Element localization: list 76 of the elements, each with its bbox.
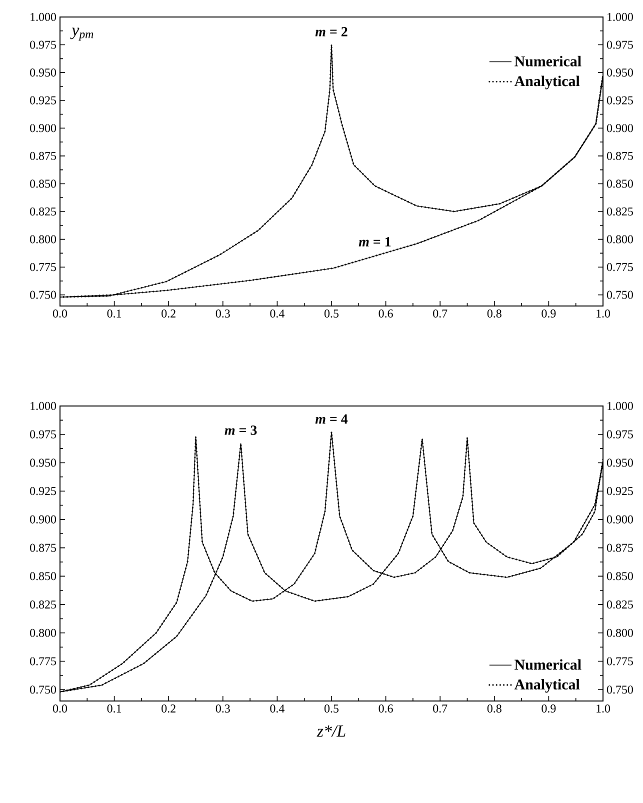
x-tick-label: 0.4 (270, 310, 284, 318)
y-tick-label: 0.900 (30, 124, 56, 132)
y2-tick-label: 0.775 (606, 657, 633, 666)
annotation: m = 4 (315, 414, 348, 424)
y2-tick-label: 0.850 (606, 180, 633, 188)
x-tick-label: 0.2 (162, 704, 176, 713)
x-tick-label: 0.6 (378, 704, 393, 713)
y-tick-label: 0.850 (30, 572, 56, 580)
x-tick-label: 0.1 (107, 310, 122, 318)
x-tick-label: 0.4 (270, 704, 284, 713)
y2-tick-label: 0.825 (606, 600, 633, 609)
y2-tick-label: 1.000 (608, 402, 633, 410)
annotation: m = 2 (315, 27, 348, 36)
y2-tick-label: 0.925 (606, 96, 633, 104)
y2-tick-label: 0.975 (606, 40, 633, 49)
y2-tick-label: 0.875 (606, 152, 633, 160)
y2-tick-label: 0.750 (606, 686, 633, 694)
y2-tick-label: 0.975 (606, 430, 633, 438)
x-tick-label: 1.0 (596, 310, 610, 318)
x-tick-label: 0.9 (542, 310, 556, 318)
y2-tick-label: 0.950 (606, 458, 633, 467)
y2-tick-label: 0.900 (606, 515, 633, 524)
y-tick-label: 0.750 (30, 686, 56, 694)
y2-tick-label: 0.925 (606, 487, 633, 496)
x-tick-label: 0.5 (324, 704, 339, 713)
y-tick-label: 0.875 (30, 544, 56, 552)
y-tick-label: 0.775 (30, 657, 56, 666)
y-tick-label: 1.000 (30, 12, 56, 22)
legend-label: Numerical (514, 659, 582, 670)
x-tick-label: 1.0 (596, 704, 610, 713)
y2-tick-label: 0.850 (606, 572, 633, 580)
annotation: m = 3 (224, 426, 257, 435)
x-tick-label: 0.6 (378, 310, 393, 318)
y2-tick-label: 0.875 (606, 544, 633, 552)
y2-tick-label: 0.800 (606, 628, 633, 637)
x-tick-label: 0.0 (52, 704, 68, 713)
y-tick-label: 0.800 (30, 235, 56, 244)
x-tick-label: 0.7 (433, 310, 448, 318)
y-tick-label: 0.950 (30, 458, 56, 467)
x-tick-label: 0.5 (324, 310, 339, 318)
y2-tick-label: 0.800 (606, 235, 633, 244)
x-tick-label: 0.8 (487, 704, 502, 713)
legend-label: Analytical (514, 679, 580, 693)
annotation: m = 1 (358, 237, 391, 246)
legend-label: Numerical (514, 56, 582, 66)
y-tick-label: 0.775 (30, 263, 56, 272)
y-tick-label: 0.875 (30, 152, 56, 160)
y-tick-label: 0.925 (30, 96, 56, 104)
y-tick-label: 0.800 (30, 628, 56, 637)
x-tick-label: 0.3 (216, 310, 230, 318)
x-tick-label: 0.0 (52, 310, 68, 318)
y2-tick-label: 0.900 (606, 124, 633, 132)
x-tick-label: 0.2 (162, 310, 176, 318)
y-tick-label: 0.950 (30, 68, 56, 77)
y-tick-label: 0.825 (30, 600, 56, 609)
x-tick-label: 0.9 (542, 704, 556, 713)
y-axis-title: y$_{pm}$ (70, 28, 94, 41)
y-tick-label: 0.825 (30, 207, 56, 216)
y2-tick-label: 1.000 (608, 12, 633, 22)
x-axis-title: z*/L (316, 725, 346, 737)
y-tick-label: 0.975 (30, 430, 56, 438)
legend-label: Analytical (514, 76, 580, 90)
y-tick-label: 0.925 (30, 487, 56, 496)
x-tick-label: 0.7 (433, 704, 448, 713)
y-tick-label: 0.900 (30, 515, 56, 524)
x-tick-label: 0.8 (487, 310, 502, 318)
y2-tick-label: 0.825 (606, 207, 633, 216)
y2-tick-label: 0.950 (606, 68, 633, 77)
y-tick-label: 0.850 (30, 180, 56, 188)
x-tick-label: 0.1 (107, 704, 122, 713)
y2-tick-label: 0.750 (606, 290, 633, 299)
y-tick-label: 1.000 (30, 402, 56, 410)
y-tick-label: 0.750 (30, 290, 56, 299)
y-tick-label: 0.975 (30, 40, 56, 49)
x-tick-label: 0.3 (216, 704, 230, 713)
y2-tick-label: 0.775 (606, 263, 633, 272)
